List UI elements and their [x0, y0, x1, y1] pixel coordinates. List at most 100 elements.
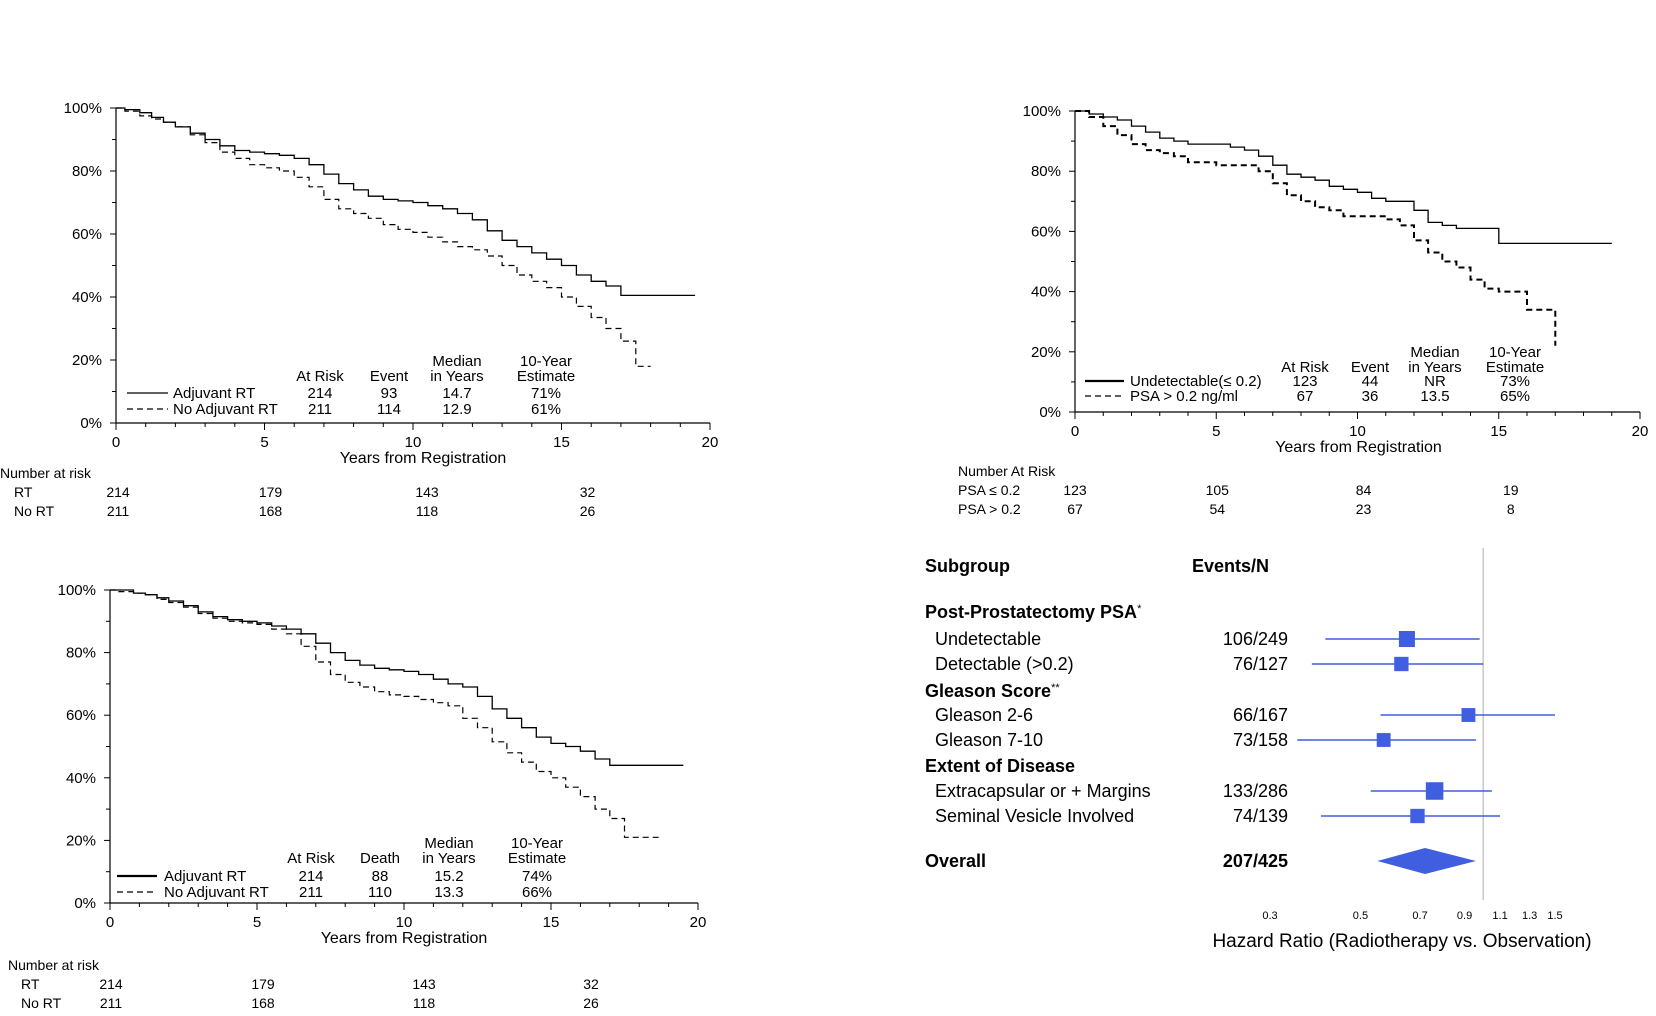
legend-row-value: 13.3 — [434, 884, 463, 901]
legend-row-value: 93 — [381, 385, 398, 402]
x-tick-label: 10 — [405, 434, 422, 451]
forest-group-footnote-mark: ** — [1051, 682, 1060, 694]
legend-row-value: 65% — [1500, 388, 1530, 405]
forest-row-label: Gleason 2-6 — [935, 705, 1033, 725]
legend-row-value: 15.2 — [434, 868, 463, 885]
x-tick-label: 0 — [112, 434, 120, 451]
legend-row-value: 66% — [522, 884, 552, 901]
km-bottom-left-chart: 0% 20% 40% 60% 80% 100% 0 5 10 15 20 Years from Reg… — [8, 582, 706, 1011]
risk-table-value: 54 — [1209, 501, 1225, 517]
x-axis-label: Years from Registration — [1275, 439, 1442, 456]
x-tick-label: 15 — [553, 434, 570, 451]
forest-header-subgroup: Subgroup — [925, 556, 1010, 576]
y-tick-label: 20% — [72, 352, 102, 369]
legend-header: Median — [424, 835, 473, 852]
forest-point-estimate — [1410, 808, 1425, 824]
legend-row-label: Adjuvant RT — [173, 385, 255, 402]
risk-table-row-label: PSA > 0.2 — [958, 501, 1021, 517]
km-top-right-chart: 0% 20% 40% 60% 80% 100% 0 5 10 15 20 Years from Reg… — [958, 103, 1648, 517]
y-tick-label: 100% — [58, 582, 96, 599]
forest-x-tick-label: 0.3 — [1262, 910, 1277, 922]
forest-x-tick-label: 1.3 — [1522, 910, 1537, 922]
legend-row-value: 110 — [368, 884, 392, 901]
forest-row-events: 76/127 — [1233, 654, 1288, 674]
risk-table-row-label: No RT — [14, 503, 55, 519]
y-tick-label: 40% — [72, 289, 102, 306]
forest-x-tick-label: 0.5 — [1353, 910, 1368, 922]
x-tick-label: 20 — [702, 434, 719, 451]
legend-row-value: 12.9 — [442, 401, 471, 418]
risk-table-value: 214 — [99, 976, 123, 992]
legend-header: At Risk — [296, 368, 344, 385]
forest-x-tick-label: 0.7 — [1412, 910, 1427, 922]
legend-row-value: 88 — [372, 868, 389, 885]
forest-point-estimate — [1461, 708, 1476, 722]
y-tick-label: 0% — [74, 895, 96, 912]
y-tick-label: 40% — [66, 770, 96, 787]
x-tick-label: 10 — [396, 914, 413, 931]
risk-table-value: 123 — [1063, 482, 1087, 498]
x-tick-label: 20 — [1632, 423, 1649, 440]
legend-header: Median — [1410, 344, 1459, 361]
legend-row-value: 214 — [298, 868, 323, 885]
forest-point-estimate — [1376, 733, 1391, 747]
risk-table-value: 19 — [1503, 482, 1519, 498]
risk-table-value: 179 — [259, 484, 283, 500]
forest-group-footnote-mark: * — [1137, 603, 1142, 615]
legend-row-value: 44 — [1362, 373, 1379, 390]
legend-row-value: 214 — [307, 385, 332, 402]
legend-header: Estimate — [1486, 359, 1544, 376]
forest-row-events: 66/167 — [1233, 705, 1288, 725]
legend-header: Event — [1351, 359, 1390, 376]
forest-plot-chart: Subgroup Events/N Post-Prostatectomy PSA* G… — [925, 548, 1592, 952]
risk-table-title: Number at risk — [0, 465, 92, 481]
risk-table-row-label: RT — [14, 484, 33, 500]
risk-table-value: 105 — [1206, 482, 1230, 498]
risk-table-title: Number At Risk — [958, 463, 1056, 479]
forest-overall-events: 207/425 — [1223, 851, 1288, 871]
forest-row-label: Gleason 7-10 — [935, 730, 1043, 750]
forest-row-label: Seminal Vesicle Involved — [935, 806, 1134, 826]
legend-row-label: Adjuvant RT — [164, 868, 246, 885]
forest-row-events: 73/158 — [1233, 730, 1288, 750]
legend-header: Event — [370, 368, 409, 385]
risk-table-value: 32 — [580, 484, 596, 500]
survival-curve-primary — [1075, 110, 1612, 245]
risk-table-row-label: No RT — [21, 995, 62, 1011]
x-tick-label: 5 — [253, 914, 261, 931]
legend-header: in Years — [430, 368, 483, 385]
legend-header: Estimate — [517, 368, 575, 385]
forest-x-tick-label: 0.9 — [1457, 910, 1472, 922]
risk-table-value: 211 — [100, 995, 123, 1011]
forest-row-label: Extracapsular or + Margins — [935, 781, 1151, 801]
forest-x-tick-label: 1.5 — [1547, 910, 1562, 922]
legend-row-value: 74% — [522, 868, 552, 885]
legend-row-value: 71% — [531, 385, 561, 402]
legend-row-value: 14.7 — [442, 385, 471, 402]
y-tick-label: 0% — [1039, 404, 1061, 421]
legend-header: in Years — [1408, 359, 1461, 376]
x-tick-label: 20 — [690, 914, 707, 931]
x-tick-label: 15 — [543, 914, 560, 931]
legend-row-label: No Adjuvant RT — [173, 401, 278, 418]
risk-table-row-label: RT — [21, 976, 40, 992]
legend-row-value: 211 — [299, 884, 323, 901]
legend-row-value: 13.5 — [1420, 388, 1449, 405]
legend-row-value: 123 — [1292, 373, 1317, 390]
legend-header: Median — [432, 353, 481, 370]
forest-point-estimate — [1394, 656, 1409, 672]
legend-header: 10-Year — [1489, 344, 1541, 361]
forest-group-title: Gleason Score** — [925, 681, 1060, 701]
forest-x-tick-label: 1.1 — [1492, 910, 1507, 922]
survival-curve-secondary — [116, 107, 651, 367]
km-top-left-chart: 0% 20% 40% 60% 80% 100% 0 5 10 15 20 Years from Reg… — [0, 100, 718, 519]
risk-table-value: 179 — [251, 976, 275, 992]
y-tick-label: 60% — [66, 707, 96, 724]
y-tick-label: 80% — [66, 645, 96, 662]
survival-curve-primary — [110, 589, 684, 766]
risk-table-value: 32 — [583, 976, 599, 992]
risk-table-value: 26 — [580, 503, 596, 519]
legend-row-value: 114 — [377, 401, 401, 418]
forest-row-events: 74/139 — [1233, 806, 1288, 826]
